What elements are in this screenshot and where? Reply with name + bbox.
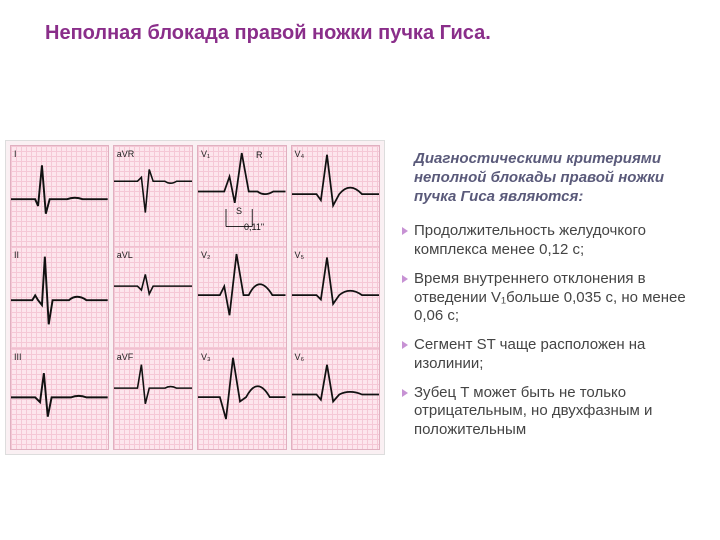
lead-label: aVR bbox=[117, 149, 135, 159]
criteria-block: Диагностическими критериями неполной бло… bbox=[400, 150, 705, 450]
ecg-trace-icon bbox=[292, 349, 380, 437]
ecg-cell: II bbox=[11, 247, 108, 348]
ecg-cell: V₅ bbox=[292, 247, 380, 348]
ecg-col-precordial-a: V₁ R S 0,11" V₂ V₃ bbox=[197, 145, 287, 450]
list-item: Продолжительность желудочкого комплекса … bbox=[400, 222, 705, 260]
lead-label: aVF bbox=[117, 352, 134, 362]
ecg-trace-icon bbox=[292, 146, 380, 234]
lead-label: V₁ bbox=[201, 149, 210, 159]
ecg-trace-icon bbox=[11, 146, 108, 243]
ecg-panel: I II III aVR bbox=[5, 140, 385, 455]
lead-label: II bbox=[14, 250, 19, 260]
item-text: Зубец T может быть не только отрицательн… bbox=[414, 384, 652, 439]
annotation-t011: 0,11" bbox=[244, 222, 264, 232]
ecg-trace-icon bbox=[292, 247, 380, 335]
lead-label: V₅ bbox=[295, 250, 305, 260]
ecg-cell: III bbox=[11, 349, 108, 449]
lead-label: V₆ bbox=[295, 352, 305, 362]
ecg-cell: V₄ bbox=[292, 146, 380, 247]
item-text: Сегмент ST чаще расположен на изолинии; bbox=[414, 336, 645, 372]
item-text: Продолжительность желудочкого комплекса … bbox=[414, 222, 646, 258]
lead-label: I bbox=[14, 149, 17, 159]
ecg-trace-icon bbox=[198, 247, 286, 335]
ecg-cell: aVF bbox=[114, 349, 192, 449]
annotation-r: R bbox=[256, 150, 263, 160]
lead-label: III bbox=[14, 352, 22, 362]
ecg-col-limb: I II III bbox=[10, 145, 109, 450]
ecg-col-precordial-b: V₄ V₅ V₆ bbox=[291, 145, 381, 450]
ecg-cell: I bbox=[11, 146, 108, 247]
item-text: Время внутреннего отклонения в отведении… bbox=[414, 270, 686, 325]
page-title: Неполная блокада правой ножки пучка Гиса… bbox=[45, 22, 491, 45]
ecg-cell: aVL bbox=[114, 247, 192, 348]
list-item: Время внутреннего отклонения в отведении… bbox=[400, 270, 705, 326]
ecg-trace-icon bbox=[11, 247, 108, 344]
lead-label: V₂ bbox=[201, 250, 211, 260]
ecg-cell: V₂ bbox=[198, 247, 286, 348]
ecg-cell: V₃ bbox=[198, 349, 286, 449]
lead-label: V₃ bbox=[201, 352, 211, 362]
annotation-s: S bbox=[236, 206, 242, 216]
ecg-trace-icon bbox=[11, 349, 108, 446]
ecg-trace-icon bbox=[198, 349, 286, 437]
ecg-cell: aVR bbox=[114, 146, 192, 247]
list-item: Сегмент ST чаще расположен на изолинии; bbox=[400, 336, 705, 374]
ecg-trace-icon bbox=[198, 146, 286, 234]
ecg-cell: V₁ R S 0,11" bbox=[198, 146, 286, 247]
list-item: Зубец T может быть не только отрицательн… bbox=[400, 384, 705, 440]
ecg-col-augmented: aVR aVL aVF bbox=[113, 145, 193, 450]
criteria-intro: Диагностическими критериями неполной бло… bbox=[414, 150, 705, 206]
lead-label: aVL bbox=[117, 250, 133, 260]
ecg-cell: V₆ bbox=[292, 349, 380, 449]
lead-label: V₄ bbox=[295, 149, 305, 159]
